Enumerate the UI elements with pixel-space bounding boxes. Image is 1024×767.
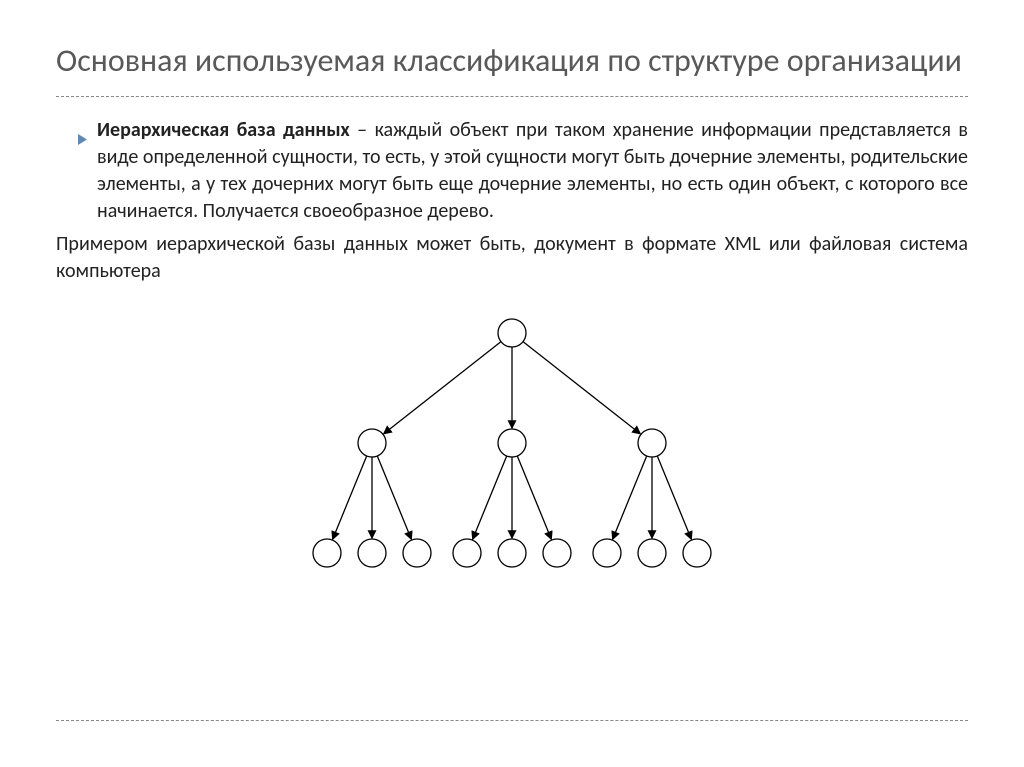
bullet-text: Иерархическая база данных – каждый объек… [97,117,968,225]
body-block: Иерархическая база данных – каждый объек… [56,117,968,285]
divider-bottom [56,720,968,721]
tree-diagram [56,303,968,593]
bullet-term: Иерархическая база данных [97,118,350,142]
paragraph-example: Примером иерархической базы данных может… [56,231,968,285]
bullet-triangle-icon [78,126,87,153]
divider-top [56,96,968,97]
page-title: Основная используемая классификация по с… [56,40,968,82]
tree-svg [242,303,782,593]
bullet-item: Иерархическая база данных – каждый объек… [78,117,968,225]
